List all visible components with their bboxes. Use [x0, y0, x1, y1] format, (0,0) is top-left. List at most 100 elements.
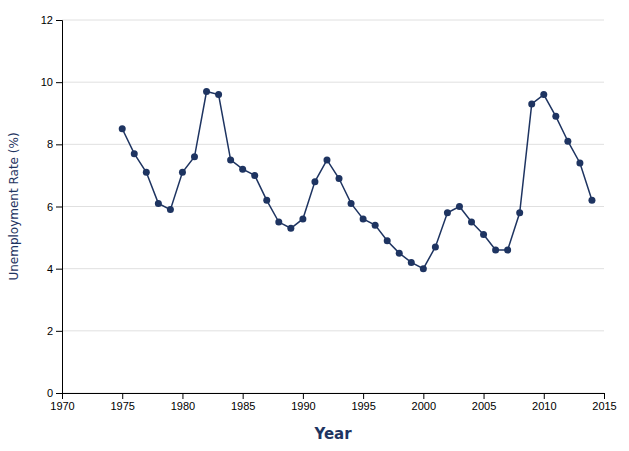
point	[564, 138, 571, 145]
point	[384, 237, 391, 244]
x-tick-mark	[484, 393, 485, 399]
x-tick-label: 2005	[472, 400, 496, 412]
x-tick: 1980	[171, 393, 195, 412]
point	[468, 219, 475, 226]
point	[239, 166, 246, 173]
y-tick: 8	[47, 138, 62, 150]
grid-line	[62, 268, 604, 269]
line	[122, 91, 592, 268]
x-tick: 2015	[592, 393, 616, 412]
y-tick: 10	[41, 76, 62, 88]
x-tick-label: 2010	[532, 400, 556, 412]
point	[336, 175, 343, 182]
y-axis-title: Unemployment Rate (%)	[7, 132, 21, 280]
x-tick-mark	[122, 393, 123, 399]
x-tick: 2005	[472, 393, 496, 412]
point	[311, 178, 318, 185]
point	[119, 125, 126, 132]
point	[408, 259, 415, 266]
y-tick-mark	[56, 20, 62, 21]
x-axis-title: Year	[313, 425, 352, 443]
y-axis: 0 2 4 6 8 10 12	[41, 14, 63, 399]
y-tick-label: 8	[47, 138, 53, 150]
chart: 1970197519801985199019952000200520102015…	[0, 0, 629, 451]
y-axis-line	[56, 21, 63, 394]
point	[552, 113, 559, 120]
x-tick: 1975	[110, 393, 134, 412]
grid-line	[62, 82, 604, 83]
point	[215, 91, 222, 98]
point	[576, 159, 583, 166]
y-tick-mark	[56, 207, 62, 208]
point	[203, 88, 210, 95]
point	[492, 247, 499, 254]
x-tick-mark	[363, 393, 364, 399]
y-tick-mark	[56, 144, 62, 145]
grid-line	[62, 206, 604, 207]
point	[432, 243, 439, 250]
x-tick-label: 1990	[291, 400, 315, 412]
x-tick-mark	[303, 393, 304, 399]
x-tick-label: 1975	[110, 400, 134, 412]
point	[372, 222, 379, 229]
point	[179, 169, 186, 176]
x-tick-mark	[182, 393, 183, 399]
grid	[62, 20, 604, 393]
point	[480, 231, 487, 238]
point	[275, 219, 282, 226]
y-tick-label: 4	[47, 263, 53, 275]
x-tick-mark	[423, 393, 424, 399]
y-tick-label: 0	[47, 387, 53, 399]
y-tick-mark	[56, 82, 62, 83]
point	[227, 156, 234, 163]
point	[528, 100, 535, 107]
x-tick: 1985	[231, 393, 255, 412]
x-tick: 1990	[291, 393, 315, 412]
x-tick-label: 1985	[231, 400, 255, 412]
y-tick: 0	[47, 387, 62, 399]
point	[348, 200, 355, 207]
point	[516, 209, 523, 216]
point	[360, 215, 367, 222]
y-tick-label: 2	[47, 325, 53, 337]
y-tick-mark	[56, 269, 62, 270]
y-tick-label: 12	[41, 14, 53, 26]
x-tick: 1970	[50, 393, 74, 412]
grid-line	[62, 20, 604, 21]
point	[540, 91, 547, 98]
point	[143, 169, 150, 176]
point	[191, 153, 198, 160]
x-tick-mark	[243, 393, 244, 399]
x-axis: 1970 1975 1980 1985 1990 1995 2000 2005 2010 2015	[50, 393, 616, 412]
point	[420, 265, 427, 272]
point	[155, 200, 162, 207]
x-tick: 1995	[351, 393, 375, 412]
x-tick-label: 1970	[50, 400, 74, 412]
x-tick-label: 2000	[412, 400, 436, 412]
y-tick-mark	[56, 393, 62, 394]
x-tick-label: 1980	[171, 400, 195, 412]
point	[167, 206, 174, 213]
point	[251, 172, 258, 179]
point	[263, 197, 270, 204]
point	[444, 209, 451, 216]
y-tick-mark	[56, 331, 62, 332]
y-tick: 4	[47, 263, 62, 275]
y-tick: 2	[47, 325, 62, 337]
marks	[119, 88, 596, 272]
x-tick: 2010	[532, 393, 556, 412]
x-tick-label: 1995	[351, 400, 375, 412]
grid-line	[62, 330, 604, 331]
x-tick: 2000	[412, 393, 436, 412]
point	[588, 197, 595, 204]
x-tick-label: 2015	[592, 400, 616, 412]
point	[131, 150, 138, 157]
y-tick-label: 10	[41, 76, 53, 88]
point	[396, 250, 403, 257]
point	[323, 156, 330, 163]
point	[504, 247, 511, 254]
x-tick-mark	[544, 393, 545, 399]
y-tick-label: 6	[47, 201, 53, 213]
x-axis-line	[63, 394, 605, 400]
point	[287, 225, 294, 232]
